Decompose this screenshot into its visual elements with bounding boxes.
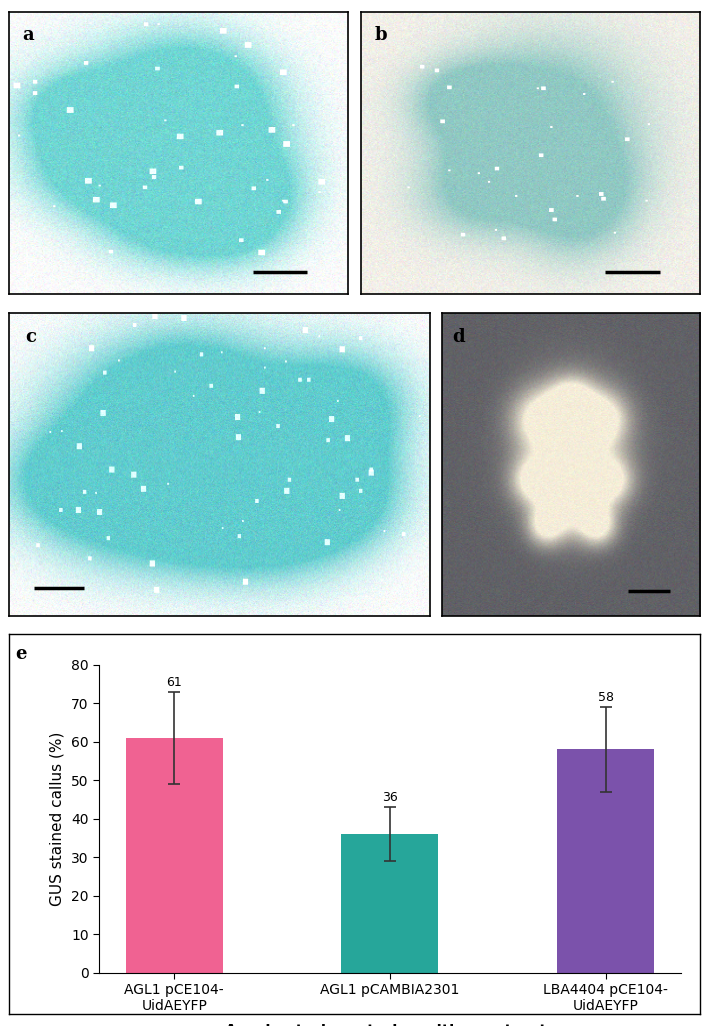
Text: c: c [26, 328, 36, 346]
Bar [557, 749, 654, 973]
Text: 36: 36 [382, 791, 398, 804]
Text: a: a [22, 27, 34, 44]
Text: 58: 58 [598, 692, 614, 704]
Text: b: b [374, 27, 387, 44]
Y-axis label: GUS stained callus (%): GUS stained callus (%) [49, 732, 65, 906]
Text: d: d [453, 328, 465, 346]
Bar [342, 834, 438, 973]
Bar [125, 738, 223, 973]
Text: e: e [16, 645, 27, 664]
X-axis label: Agrobacterium strains with constructs: Agrobacterium strains with constructs [225, 1024, 555, 1026]
Text: 61: 61 [167, 676, 182, 688]
